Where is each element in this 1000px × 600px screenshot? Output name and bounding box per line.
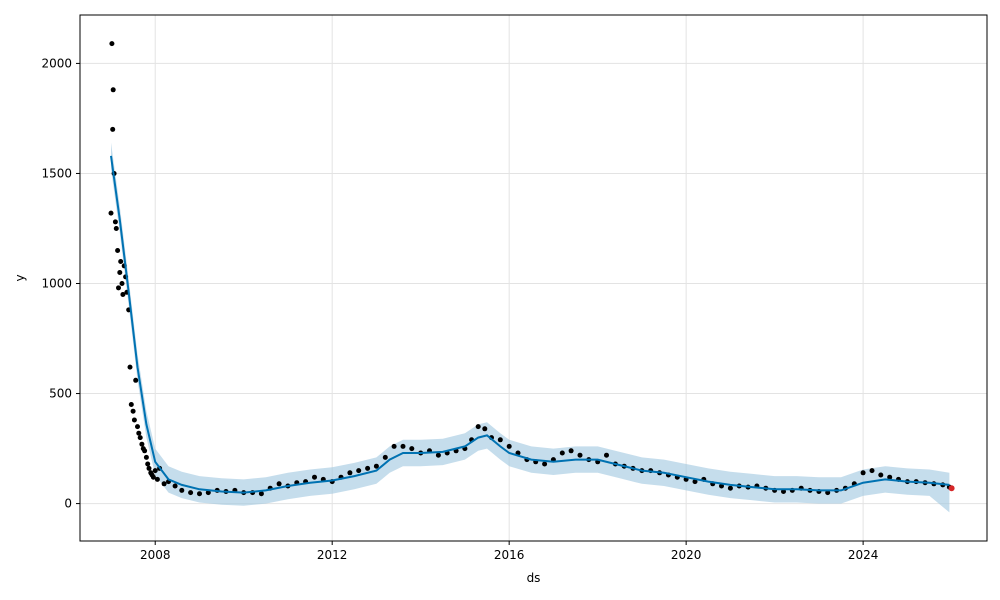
observed-point [382,454,388,460]
observed-point [391,443,397,449]
observed-point [312,474,317,480]
y-tick-label: 1000 [41,277,72,291]
observed-point [117,270,123,275]
y-axis-label: y [13,274,27,281]
y-tick-label: 500 [49,387,72,401]
observed-point [119,281,125,286]
observed-point [136,430,142,436]
observed-point [559,450,565,456]
observed-point [110,87,116,93]
observed-point [727,485,733,491]
x-tick-label: 2020 [671,548,702,562]
observed-point [356,468,362,474]
observed-point [197,491,202,497]
observed-point [152,468,158,474]
observed-point [154,476,160,482]
observed-point [577,452,583,458]
observed-point [497,437,503,443]
observed-point [146,465,152,471]
x-tick-label: 2012 [317,548,348,562]
observed-point [137,435,143,441]
observed-point [542,461,548,467]
observed-point [347,470,353,476]
observed-point [365,465,371,471]
observed-point [604,452,609,458]
observed-point [145,461,151,467]
observed-point [692,479,698,485]
observed-point [188,490,194,496]
observed-point [860,470,866,476]
observed-point [179,487,185,493]
observed-point [115,248,121,253]
observed-point [869,468,875,474]
observed-point [435,452,441,458]
observed-point [400,443,406,449]
observed-point [118,259,124,264]
forecast-line [110,155,950,494]
observed-point [108,210,114,216]
observed-point [172,483,178,489]
future-point [948,485,955,492]
x-tick-label: 2008 [140,548,171,562]
observed-point [112,219,118,225]
observed-point [110,126,116,132]
x-axis-label: ds [527,571,541,585]
y-tick-label: 1500 [41,166,72,180]
observed-point [143,454,149,460]
observed-point [139,441,145,447]
x-axis-ticks: 2008 2012 2016 2020 2024 [140,541,878,562]
observed-point [568,448,574,454]
observed-point [131,417,137,423]
observed-point [161,481,167,487]
observed-point [482,426,488,432]
observed-point [475,424,481,430]
x-tick-label: 2016 [494,548,525,562]
observed-point [116,285,121,291]
observed-point [142,448,148,454]
observed-point [887,474,893,480]
y-axis-ticks: 0 500 1000 1500 2000 [41,56,80,511]
observed-point [128,402,134,407]
observed-point [205,490,211,496]
observed-point [258,491,264,497]
observed-point [506,443,512,449]
observed-point [276,481,282,487]
x-tick-label: 2024 [848,548,879,562]
future-points [948,485,955,492]
observed-point [373,463,379,469]
observed-point [127,364,133,370]
observed-point [113,226,119,231]
observed-point [409,446,415,452]
uncertainty-interval [111,142,950,513]
observed-point [135,424,140,430]
observed-point [878,472,884,478]
observed-point [130,408,136,414]
forecast-line-path [110,155,950,494]
y-tick-label: 0 [64,497,72,511]
plot-frame [79,14,988,542]
observed-point [109,41,115,47]
observed-point [150,474,156,480]
observed-point [133,377,139,383]
y-tick-label: 2000 [41,56,72,70]
observed-points [108,41,952,497]
observed-point [120,292,126,297]
interval-band [111,142,950,513]
